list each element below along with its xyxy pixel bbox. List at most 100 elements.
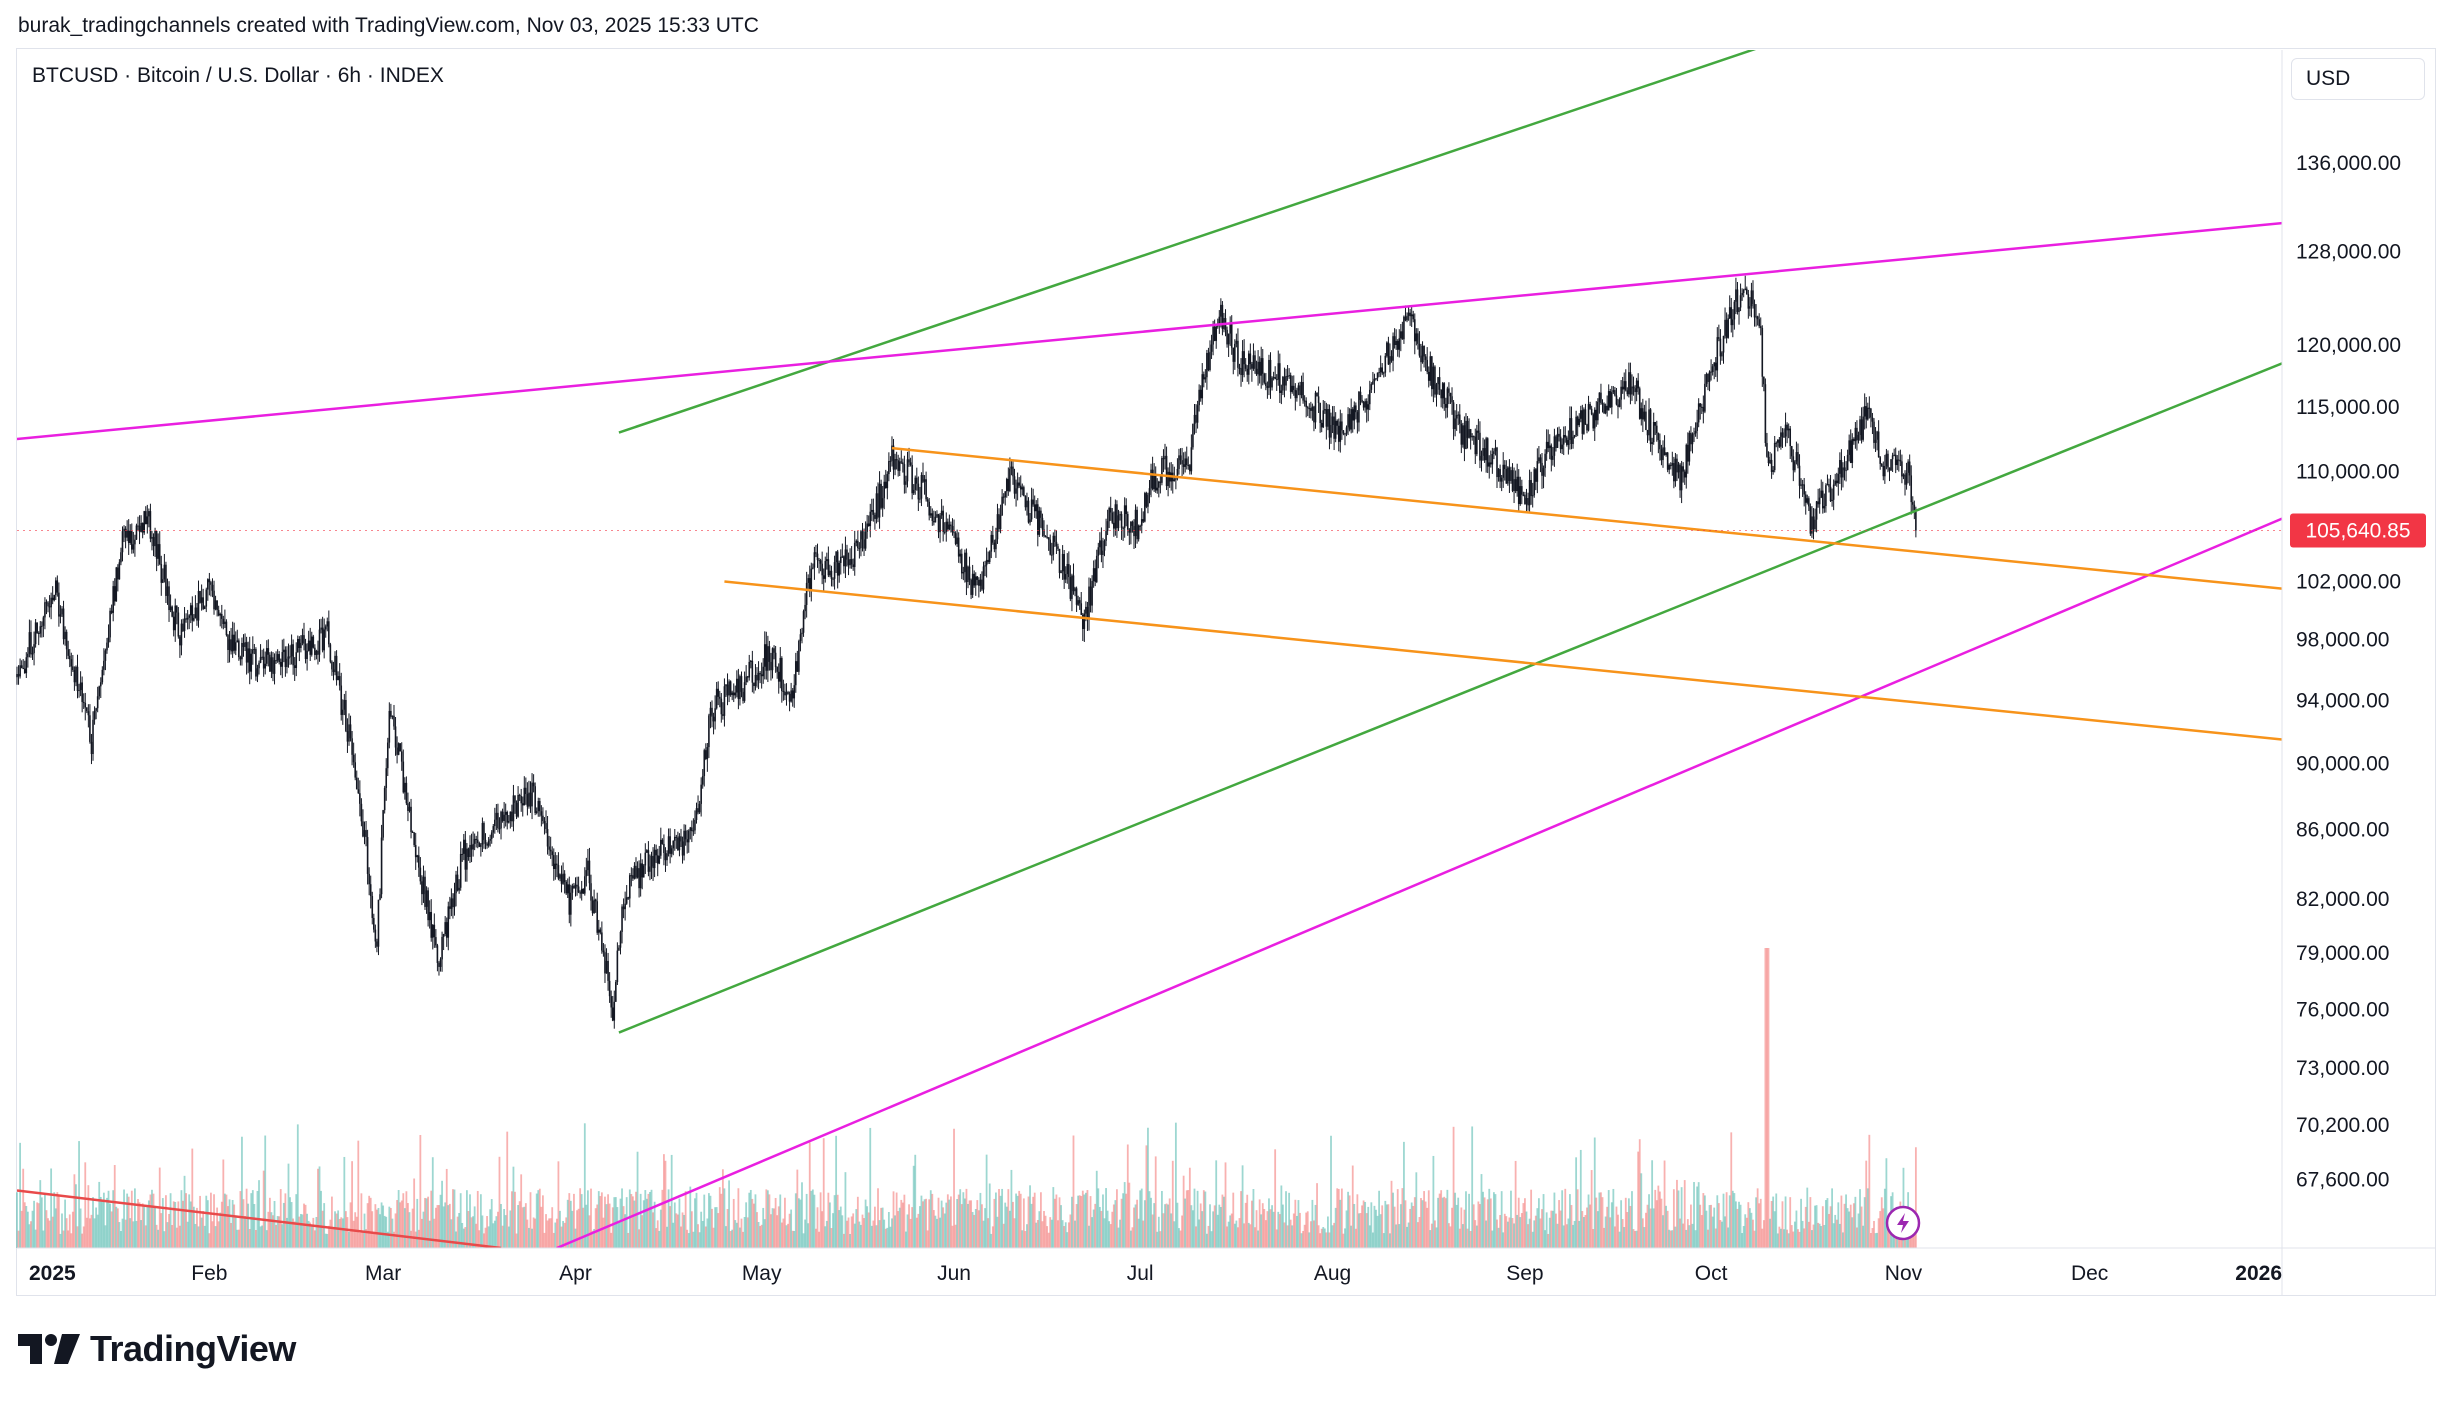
candle <box>458 879 460 894</box>
candle <box>109 607 111 643</box>
candle <box>318 619 321 662</box>
candle <box>925 471 927 502</box>
volume-bar <box>507 1226 510 1248</box>
candle <box>1100 527 1103 563</box>
candle <box>1521 479 1523 505</box>
candle <box>881 485 884 517</box>
volume-bar <box>1887 1218 1889 1248</box>
volume-bar <box>141 1203 144 1248</box>
green-lower-channel[interactable] <box>618 362 2282 1034</box>
candle <box>1254 350 1256 374</box>
volume-bar <box>874 1206 876 1248</box>
candle <box>1095 549 1098 584</box>
candle <box>875 486 878 524</box>
candle <box>1534 468 1537 491</box>
candle <box>236 629 239 643</box>
volume-bar <box>68 1214 71 1248</box>
currency-button[interactable]: USD <box>2291 58 2425 100</box>
orange-lower-line[interactable] <box>724 580 2282 741</box>
symbol-title[interactable]: BTCUSD · Bitcoin / U.S. Dollar · 6h · IN… <box>32 64 444 87</box>
red-line[interactable] <box>17 1189 502 1248</box>
candle <box>1372 371 1374 386</box>
volume-bar <box>1513 1223 1515 1248</box>
candle <box>67 640 69 660</box>
green-upper-channel[interactable] <box>618 30 1810 434</box>
volume-bar <box>1648 1194 1650 1248</box>
volume-bar <box>670 1154 673 1248</box>
candle <box>1607 384 1610 411</box>
candle <box>1902 473 1905 480</box>
candle <box>301 628 304 646</box>
candle <box>1220 298 1222 328</box>
candle <box>1289 372 1292 399</box>
volume-bars <box>16 948 1917 1248</box>
volume-bar <box>1240 1191 1242 1248</box>
candle <box>1531 482 1534 508</box>
y-tick-label: 94,000.00 <box>2296 689 2389 712</box>
candle <box>718 690 721 708</box>
candle <box>1514 470 1517 494</box>
volume-bar <box>1733 1193 1736 1248</box>
candle <box>317 640 319 665</box>
candle <box>1634 385 1636 405</box>
volume-bar <box>1063 1226 1066 1248</box>
volume-bar <box>1046 1226 1049 1248</box>
alert-icon[interactable] <box>1885 1205 1921 1241</box>
volume-bar <box>255 1229 257 1248</box>
candle <box>1432 362 1435 403</box>
candle <box>819 558 822 572</box>
volume-bar <box>619 1198 622 1248</box>
volume-bar <box>625 1197 628 1248</box>
candle <box>419 857 422 885</box>
volume-bar <box>168 1213 170 1248</box>
volume-bar <box>802 1233 805 1248</box>
candle <box>1817 488 1819 508</box>
volume-bar <box>797 1198 800 1248</box>
tradingview-logo[interactable]: TradingView <box>18 1328 296 1370</box>
volume-bar <box>140 1220 143 1248</box>
volume-bar <box>1775 1193 1778 1248</box>
candle <box>157 533 159 566</box>
volume-bar <box>183 1175 186 1248</box>
candle <box>1159 474 1162 494</box>
candle <box>591 896 594 916</box>
orange-upper-line[interactable] <box>891 446 2282 590</box>
magenta-lower-line[interactable] <box>556 517 2282 1248</box>
volume-bar <box>1438 1193 1441 1248</box>
candle <box>714 695 716 730</box>
candle <box>388 702 391 749</box>
volume-bar <box>431 1157 434 1248</box>
candle <box>374 924 377 948</box>
candle <box>1316 392 1318 397</box>
volume-bar <box>703 1194 706 1248</box>
candle <box>1468 418 1470 439</box>
candle <box>1575 410 1577 437</box>
volume-bar <box>1618 1231 1621 1248</box>
candle <box>1072 563 1075 595</box>
volume-bar <box>1595 1197 1598 1248</box>
candle <box>1507 466 1509 486</box>
candle <box>1500 475 1503 492</box>
candle <box>39 621 42 638</box>
trend-lines[interactable] <box>17 30 2282 1248</box>
volume-bar <box>1645 1212 1647 1248</box>
candle <box>314 644 316 661</box>
volume-bar <box>1319 1233 1322 1248</box>
candle <box>1434 365 1436 398</box>
candle <box>1753 299 1756 327</box>
volume-bar <box>1434 1220 1436 1248</box>
volume-bar <box>267 1211 270 1248</box>
magenta-upper-line[interactable] <box>17 221 2282 441</box>
candle <box>777 663 780 694</box>
volume-bar <box>309 1222 312 1248</box>
candle <box>470 833 473 863</box>
volume-bar <box>590 1188 592 1248</box>
volume-bar <box>1638 1139 1641 1248</box>
volume-bar <box>450 1219 453 1248</box>
candle <box>639 853 642 897</box>
volume-bar <box>1651 1160 1654 1248</box>
candle <box>680 828 682 848</box>
volume-bar <box>587 1190 589 1248</box>
volume-bar <box>1060 1205 1062 1248</box>
